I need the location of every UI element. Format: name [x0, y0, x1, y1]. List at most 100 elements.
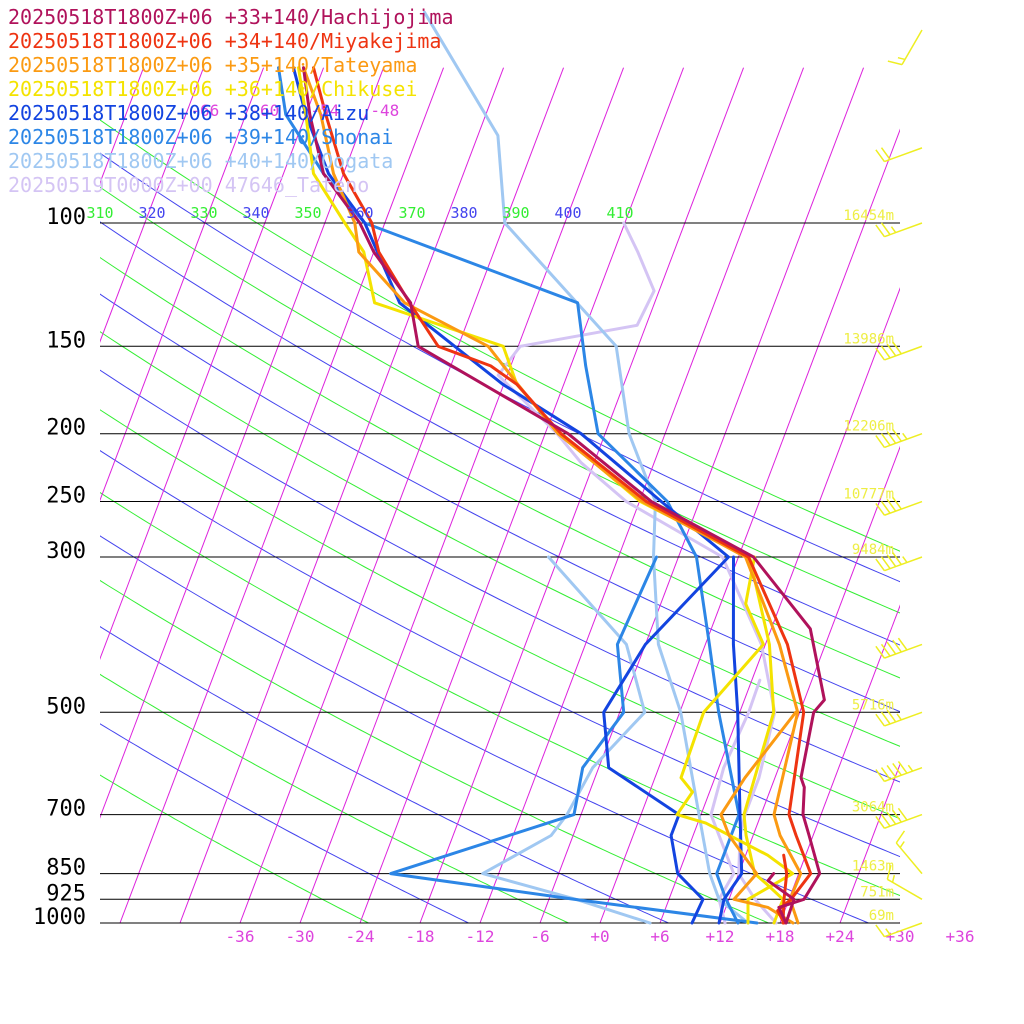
- axis-labels: 100 16454m 150 13986m 200 12206m 250 10777m 300 9…: [33, 101, 974, 946]
- wind-barb-flag: [892, 496, 902, 510]
- wind-barb-flag: [880, 813, 891, 827]
- wind-barb-staff: [901, 29, 923, 66]
- theta-line-310: [100, 491, 900, 897]
- theta-label: 390: [502, 204, 529, 222]
- isotherm-line: [299, 67, 625, 923]
- theta-line-300: [100, 535, 869, 923]
- wind-barb-staff: [884, 345, 923, 361]
- wind-barb-flag: [892, 763, 902, 776]
- height-label: 69m: [869, 908, 894, 924]
- theta-line-270: [100, 673, 569, 923]
- wind-barb-half-flag: [891, 875, 896, 883]
- wind-barb-flag: [886, 811, 897, 825]
- isotherm-line: [100, 67, 385, 819]
- upper-temperature-label: -48: [370, 101, 399, 120]
- wind-barb-flag: [892, 429, 902, 442]
- wind-barb-flag: [886, 343, 897, 357]
- isotherm-line: [119, 67, 445, 923]
- wind-barb: [875, 552, 923, 572]
- temperature-tick-label: -36: [226, 927, 255, 946]
- temperature-tick-label: -12: [466, 927, 495, 946]
- wind-barb-flag: [886, 864, 892, 880]
- wind-barb-flag: [880, 147, 891, 160]
- isotherm-line: [960, 68, 1024, 923]
- legend-item: 20250519T0000Z+00 47646_Tateno: [8, 173, 369, 197]
- theta-line-380: [100, 221, 900, 646]
- upper-temperature-label: -54: [310, 101, 339, 120]
- wind-barb-half-flag: [890, 226, 897, 234]
- wind-barb: [875, 637, 923, 659]
- pressure-tick-label: 700: [46, 797, 86, 822]
- wind-barb-flag: [886, 709, 897, 723]
- wind-barb-staff: [884, 500, 923, 516]
- wind-barb: [875, 147, 923, 163]
- series-dewpoint-line: [766, 872, 796, 925]
- wind-barb: [875, 341, 923, 361]
- temperature-tick-label: +24: [826, 927, 855, 946]
- theta-label: 400: [554, 204, 581, 222]
- wind-barb-flag: [897, 807, 908, 821]
- wind-barb: [875, 496, 923, 516]
- theta-line-290: [100, 579, 769, 923]
- theta-line-340: [100, 369, 900, 783]
- temperature-tick-label: +18: [766, 927, 795, 946]
- temperature-tick-label: -18: [406, 927, 435, 946]
- wind-barb-half-flag: [902, 432, 908, 440]
- wind-barb: [886, 864, 923, 900]
- wind-barb-staff: [884, 922, 923, 938]
- wind-barb-flag: [875, 924, 886, 938]
- isotherm-lines: [100, 67, 1024, 923]
- isobar-lines: [100, 222, 900, 924]
- series-dewpoint-line: [719, 710, 798, 925]
- wind-barb-flag: [886, 765, 897, 778]
- theta-line-280: [100, 626, 669, 923]
- height-label: 1463m: [852, 859, 894, 875]
- wind-barb-staff: [886, 878, 923, 900]
- wind-barb-flag: [892, 341, 902, 355]
- wind-barb-flag: [897, 637, 908, 651]
- wind-barb: [895, 830, 923, 875]
- series-temperature-line: [302, 66, 803, 925]
- temperature-tick-label: +0: [590, 927, 609, 946]
- wind-barb-staff: [884, 147, 923, 163]
- wind-barb-staff: [884, 767, 923, 783]
- theta-line-320: [100, 450, 900, 858]
- series-dewpoint-line: [481, 555, 652, 925]
- legend-item: 20250518T1800Z+06 +40+140/Oogata: [8, 149, 393, 173]
- wind-barb-flag: [875, 816, 886, 829]
- temperature-tick-label: +36: [946, 927, 975, 946]
- theta-line-410: [100, 119, 900, 552]
- wind-barb-staff: [884, 433, 923, 449]
- wind-barb-half-flag: [897, 56, 906, 61]
- theta-line-370: [100, 256, 900, 679]
- legend-item: 20250518T1800Z+06 +39+140/Shonai: [8, 125, 393, 149]
- pressure-tick-label: 300: [46, 539, 86, 564]
- pressure-tick-label: 150: [46, 328, 86, 353]
- isotherm-line: [839, 762, 900, 923]
- upper-temperature-label: -66: [190, 101, 219, 120]
- wind-barb-half-flag: [885, 928, 891, 936]
- theta-line-360: [100, 293, 900, 713]
- wind-barb-staff: [884, 556, 923, 572]
- wind-barb-staff: [884, 711, 923, 727]
- pressure-tick-label: 850: [46, 856, 86, 881]
- wind-barb-flag: [892, 552, 902, 565]
- wind-barb-flag: [880, 767, 891, 780]
- isotherm-line: [100, 67, 325, 661]
- isotherm-line: [100, 67, 265, 502]
- wind-barb-flag: [897, 760, 908, 774]
- theta-label: 380: [450, 204, 477, 222]
- height-label: 3064m: [852, 800, 894, 816]
- height-label: 9484m: [852, 542, 894, 558]
- wind-barb: [875, 429, 923, 449]
- wind-barb: [875, 807, 923, 829]
- wind-barb-flag: [886, 554, 897, 568]
- isotherm-line: [179, 67, 505, 923]
- wind-barb-flag: [880, 433, 891, 446]
- wind-barb-flag: [875, 435, 886, 448]
- series-dewpoint-line: [389, 555, 759, 925]
- wind-barb-half-flag: [902, 556, 908, 563]
- legend-item: 20250518T1800Z+06 +35+140/Tateyama: [8, 53, 417, 77]
- wind-barb-flag: [875, 503, 886, 516]
- pressure-tick-label: 100: [46, 205, 86, 230]
